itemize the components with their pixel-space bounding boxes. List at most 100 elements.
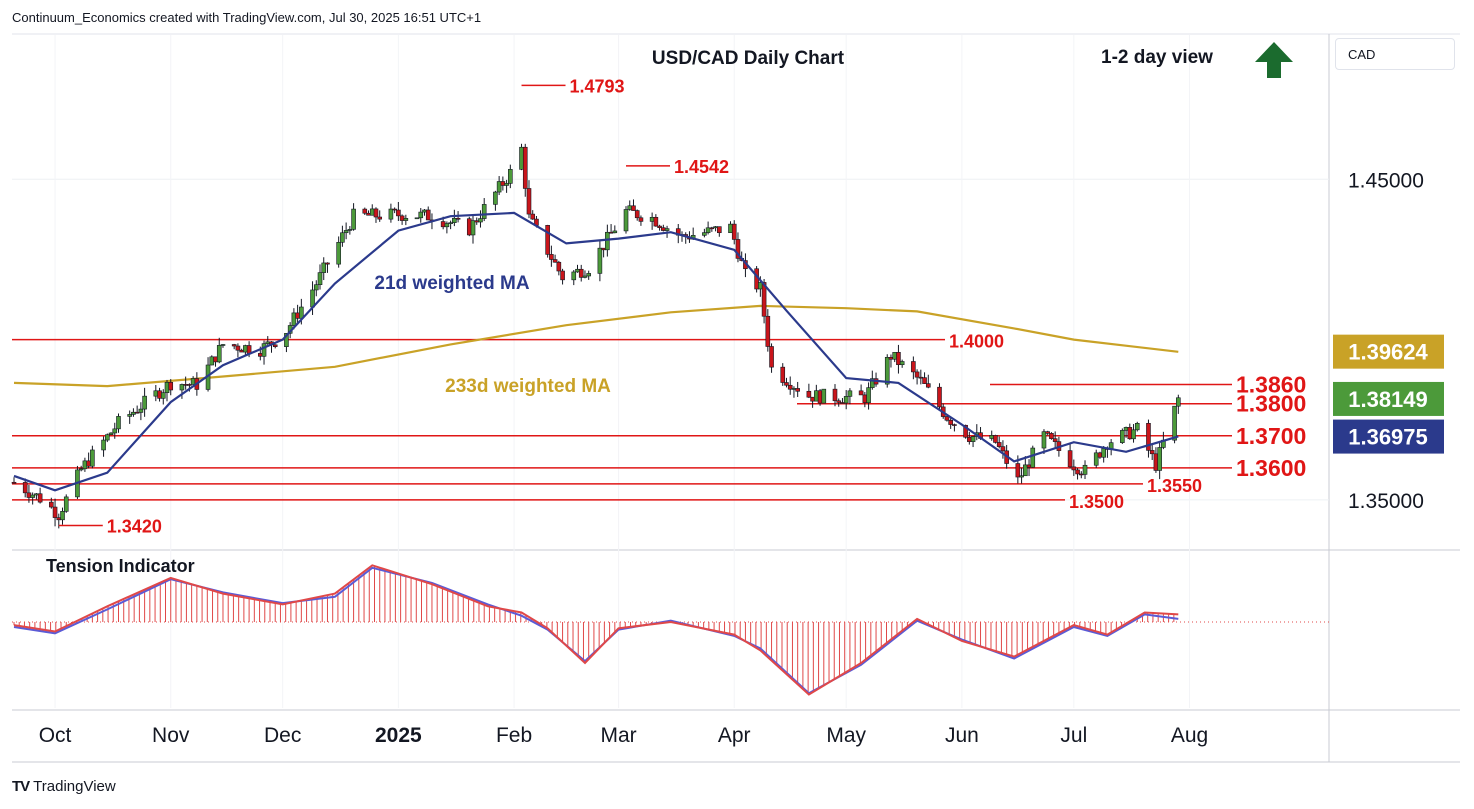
x-tick-label-4: Feb xyxy=(496,724,532,747)
candle-body-82 xyxy=(444,223,450,228)
candle-body-108 xyxy=(578,268,584,278)
candle-body-199 xyxy=(1052,438,1058,442)
candle-body-102 xyxy=(549,254,554,260)
candle-body-182 xyxy=(967,436,972,442)
candle-body-12 xyxy=(78,468,84,471)
price-tag-ma233: 1.39624 xyxy=(1348,340,1428,365)
candle-body-214 xyxy=(1131,429,1136,440)
ma21-line xyxy=(13,211,1179,492)
candle-body-21 xyxy=(127,414,132,417)
candle-body-181 xyxy=(963,424,968,438)
candle-body-25 xyxy=(142,395,147,410)
candle-body-156 xyxy=(832,388,838,402)
candle-body-81 xyxy=(440,221,446,228)
candle-body-208 xyxy=(1101,448,1106,458)
candle-body-3 xyxy=(30,494,35,498)
price-tag-ma21: 1.36975 xyxy=(1348,425,1428,450)
currency-selector[interactable]: CAD xyxy=(1335,38,1455,70)
axes-group: 1.45000 1.35000 Oct Nov Dec 2025 Feb Mar Apr May J… xyxy=(39,169,1424,747)
candle-body-2 xyxy=(26,492,32,498)
candle-body-134 xyxy=(713,226,718,229)
candle-body-120 xyxy=(638,217,644,222)
candle-body-195 xyxy=(1030,447,1036,468)
candle-body-15 xyxy=(90,449,95,467)
candle-body-99 xyxy=(530,213,536,220)
candle-body-7 xyxy=(52,506,58,518)
candle-body-76 xyxy=(414,217,420,220)
candle-body-154 xyxy=(817,390,823,404)
candle-body-150 xyxy=(795,388,800,392)
candle-body-145 xyxy=(769,346,774,368)
extra-line-label-2: 1.3500 xyxy=(1069,492,1124,512)
candle-body-183 xyxy=(970,436,976,442)
candle-body-133 xyxy=(709,227,715,230)
candle-body-151 xyxy=(806,390,812,398)
candle-body-188 xyxy=(996,442,1002,447)
indicator-slow-line xyxy=(13,566,1179,695)
candle-body-138 xyxy=(735,239,741,259)
candle-body-1 xyxy=(22,482,28,494)
candle-body-176 xyxy=(937,386,942,408)
candle-body-85 xyxy=(455,217,461,220)
candle-body-13 xyxy=(82,460,88,470)
candle-body-66 xyxy=(362,208,368,214)
level-label-2: 1.3700 xyxy=(1236,423,1306,449)
candle-body-148 xyxy=(787,384,793,390)
candle-body-51 xyxy=(284,333,289,347)
candle-body-205 xyxy=(1082,464,1088,475)
candle-body-187 xyxy=(993,435,998,443)
candle-body-201 xyxy=(1067,450,1073,468)
candle-body-204 xyxy=(1078,473,1084,476)
ma233-line xyxy=(13,304,1179,388)
candle-body-170 xyxy=(899,361,905,366)
candle-body-61 xyxy=(336,241,341,265)
candle-body-88 xyxy=(474,220,480,223)
candle-body-97 xyxy=(522,146,528,189)
candle-body-104 xyxy=(556,261,562,272)
candle-body-186 xyxy=(989,435,995,439)
candle-body-72 xyxy=(392,208,397,211)
candle-body-172 xyxy=(914,371,920,378)
candle-body-216 xyxy=(1146,422,1151,451)
candle-body-168 xyxy=(892,352,897,360)
candle-body-143 xyxy=(761,282,767,317)
level-lines xyxy=(12,338,1232,501)
x-tick-label-3: 2025 xyxy=(375,724,422,747)
candle-body-117 xyxy=(627,205,633,210)
annotation-label-2: 1.3420 xyxy=(107,517,162,537)
candle-body-10 xyxy=(63,496,69,512)
candle-body-14 xyxy=(86,460,91,467)
candle-body-169 xyxy=(896,352,901,366)
candle-body-171 xyxy=(911,361,916,373)
candle-body-90 xyxy=(481,204,487,219)
candle-body-198 xyxy=(1049,433,1054,439)
candle-body-153 xyxy=(814,390,819,402)
candle-body-83 xyxy=(448,222,453,224)
candle-body-92 xyxy=(496,181,502,193)
candle-body-77 xyxy=(418,211,424,219)
candle-body-163 xyxy=(866,387,871,403)
candle-body-121 xyxy=(649,216,655,222)
candle-body-41 xyxy=(231,344,237,347)
candle-body-175 xyxy=(925,383,931,388)
candle-body-43 xyxy=(239,349,244,353)
indicator-title: Tension Indicator xyxy=(46,556,195,576)
candle-body-23 xyxy=(134,411,140,414)
x-tick-label-9: Jul xyxy=(1060,724,1087,747)
candle-body-119 xyxy=(634,210,640,219)
candle-body-20 xyxy=(116,416,121,430)
candle-body-87 xyxy=(470,220,476,236)
level-label-0: 1.3860 xyxy=(1236,371,1306,397)
x-tick-label-7: May xyxy=(826,724,866,747)
candle-body-221 xyxy=(1172,405,1177,441)
candle-body-86 xyxy=(466,218,472,236)
candle-body-39 xyxy=(216,345,222,363)
candle-body-84 xyxy=(452,217,457,223)
candle-body-124 xyxy=(661,227,666,231)
candle-body-50 xyxy=(272,344,278,347)
candle-body-0 xyxy=(11,481,17,484)
candle-body-173 xyxy=(918,376,924,379)
candle-body-178 xyxy=(944,416,950,421)
candle-body-202 xyxy=(1071,466,1077,471)
